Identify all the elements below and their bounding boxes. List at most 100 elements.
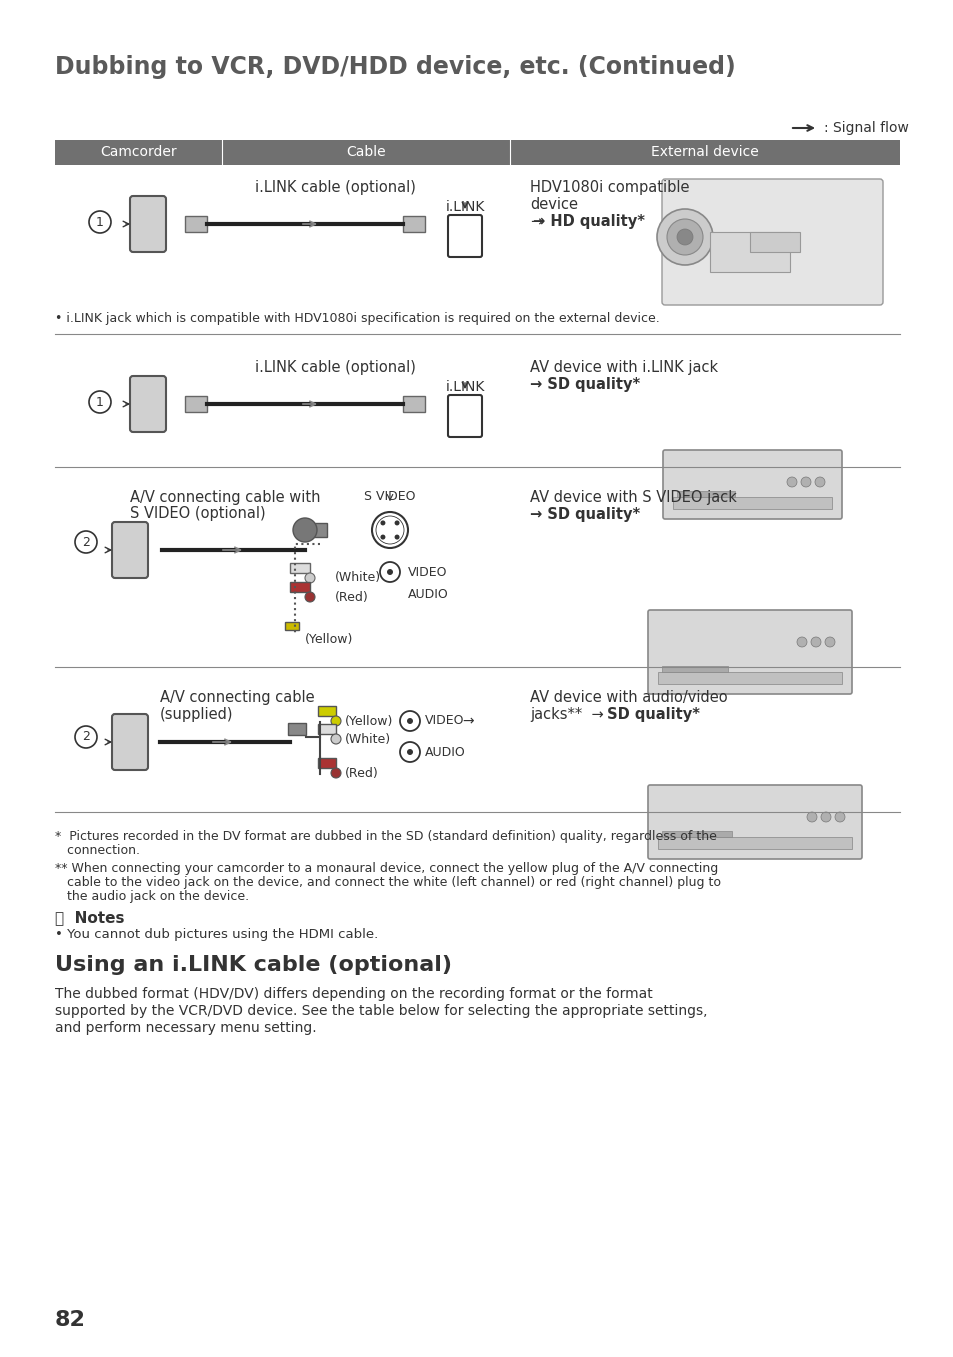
Bar <box>290 563 310 573</box>
Circle shape <box>293 518 316 541</box>
Text: i.LINK cable (optional): i.LINK cable (optional) <box>254 360 415 375</box>
Circle shape <box>395 535 399 540</box>
Text: ⭘  Notes: ⭘ Notes <box>55 911 125 925</box>
Circle shape <box>806 811 816 822</box>
FancyBboxPatch shape <box>448 214 481 256</box>
Bar <box>402 216 424 232</box>
Text: 2: 2 <box>82 536 90 548</box>
Text: → HD quality*: → HD quality* <box>533 214 644 229</box>
Text: (Yellow): (Yellow) <box>305 634 353 646</box>
Text: supported by the VCR/DVD device. See the table below for selecting the appropria: supported by the VCR/DVD device. See the… <box>55 1004 707 1018</box>
Text: 1: 1 <box>96 395 104 408</box>
Text: VIDEO: VIDEO <box>408 566 447 578</box>
Text: cable to the video jack on the device, and connect the white (left channel) or r: cable to the video jack on the device, a… <box>55 877 720 889</box>
Text: →: → <box>530 214 541 229</box>
Text: AV device with audio/video: AV device with audio/video <box>530 689 727 706</box>
Text: : Signal flow: : Signal flow <box>823 121 908 134</box>
Text: connection.: connection. <box>55 844 140 858</box>
Circle shape <box>834 811 844 822</box>
Bar <box>658 672 841 684</box>
Text: SD quality*: SD quality* <box>601 707 700 722</box>
Circle shape <box>407 718 413 725</box>
Text: AUDIO: AUDIO <box>408 588 448 601</box>
FancyBboxPatch shape <box>661 179 882 305</box>
Bar <box>222 140 510 166</box>
Bar <box>661 666 727 672</box>
Circle shape <box>331 716 340 726</box>
FancyBboxPatch shape <box>112 714 148 769</box>
Text: (Yellow): (Yellow) <box>345 715 393 727</box>
Text: 82: 82 <box>55 1310 86 1330</box>
Text: Dubbing to VCR, DVD/HDD device, etc. (Continued): Dubbing to VCR, DVD/HDD device, etc. (Co… <box>55 56 735 79</box>
Text: and perform necessary menu setting.: and perform necessary menu setting. <box>55 1020 316 1035</box>
Circle shape <box>821 811 830 822</box>
Text: i.LINK cable (optional): i.LINK cable (optional) <box>254 180 415 195</box>
Text: jacks**  →: jacks** → <box>530 707 603 722</box>
Text: S VIDEO (optional): S VIDEO (optional) <box>130 506 265 521</box>
Circle shape <box>380 521 385 525</box>
Bar <box>459 398 470 404</box>
Bar <box>459 217 470 225</box>
Circle shape <box>786 478 796 487</box>
Bar <box>510 140 899 166</box>
FancyBboxPatch shape <box>647 611 851 693</box>
Circle shape <box>824 636 834 647</box>
Circle shape <box>814 478 824 487</box>
FancyBboxPatch shape <box>647 784 862 859</box>
Text: → SD quality*: → SD quality* <box>530 508 639 522</box>
Text: (Red): (Red) <box>345 767 378 779</box>
FancyBboxPatch shape <box>448 395 481 437</box>
Circle shape <box>666 218 702 255</box>
Bar <box>288 723 306 735</box>
Bar <box>749 232 800 252</box>
Bar <box>290 582 310 592</box>
Bar <box>317 759 335 768</box>
Text: the audio jack on the device.: the audio jack on the device. <box>55 890 249 902</box>
Text: *  Pictures recorded in the DV format are dubbed in the SD (standard definition): * Pictures recorded in the DV format are… <box>55 830 716 843</box>
Text: device: device <box>530 197 578 212</box>
Text: →: → <box>461 714 473 727</box>
Text: ** When connecting your camcorder to a monaural device, connect the yellow plug : ** When connecting your camcorder to a m… <box>55 862 718 875</box>
Text: (White): (White) <box>335 571 381 585</box>
Text: 2: 2 <box>82 730 90 744</box>
Text: → SD quality*: → SD quality* <box>530 377 639 392</box>
Circle shape <box>407 749 413 754</box>
FancyBboxPatch shape <box>130 195 166 252</box>
Text: i.LINK: i.LINK <box>445 380 484 394</box>
Circle shape <box>305 573 314 584</box>
FancyBboxPatch shape <box>130 376 166 432</box>
Text: • You cannot dub pictures using the HDMI cable.: • You cannot dub pictures using the HDMI… <box>55 928 377 940</box>
Bar <box>305 522 327 537</box>
Circle shape <box>677 229 692 246</box>
Circle shape <box>380 535 385 540</box>
Text: AV device with S VIDEO jack: AV device with S VIDEO jack <box>530 490 736 505</box>
FancyBboxPatch shape <box>662 451 841 518</box>
Bar <box>55 140 222 166</box>
Text: External device: External device <box>651 145 758 160</box>
Bar <box>709 232 789 271</box>
Text: • i.LINK jack which is compatible with HDV1080i specification is required on the: • i.LINK jack which is compatible with H… <box>55 312 659 324</box>
Circle shape <box>796 636 806 647</box>
Text: HDV1080i compatible: HDV1080i compatible <box>530 180 689 195</box>
Circle shape <box>387 569 393 575</box>
Text: AUDIO: AUDIO <box>424 745 465 759</box>
Circle shape <box>657 209 712 265</box>
Text: A/V connecting cable with: A/V connecting cable with <box>130 490 320 505</box>
Text: VIDEO: VIDEO <box>424 715 464 727</box>
FancyBboxPatch shape <box>112 522 148 578</box>
Circle shape <box>331 768 340 778</box>
Bar <box>658 837 851 849</box>
Circle shape <box>395 521 399 525</box>
Bar <box>185 216 207 232</box>
Bar <box>672 497 831 509</box>
Text: A/V connecting cable: A/V connecting cable <box>160 689 314 706</box>
Text: i.LINK: i.LINK <box>445 199 484 214</box>
Circle shape <box>801 478 810 487</box>
Circle shape <box>305 592 314 603</box>
Bar <box>677 491 734 497</box>
Text: 1: 1 <box>96 216 104 228</box>
Bar <box>402 396 424 413</box>
Text: Camcorder: Camcorder <box>100 145 176 160</box>
Text: The dubbed format (HDV/DV) differs depending on the recording format or the form: The dubbed format (HDV/DV) differs depen… <box>55 987 652 1001</box>
Text: (supplied): (supplied) <box>160 707 233 722</box>
